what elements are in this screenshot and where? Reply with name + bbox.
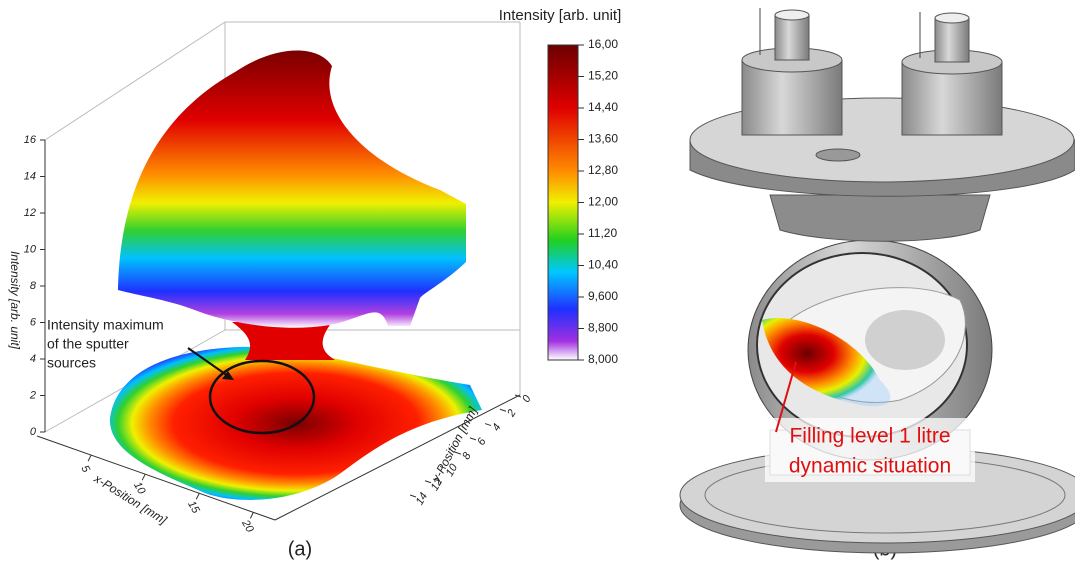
x-tick — [250, 512, 253, 518]
colorbar-tick-label: 16,00 — [588, 37, 618, 51]
y-tick-label: 14 — [414, 491, 431, 508]
z-tick-label: 2 — [29, 389, 36, 401]
annotation-line: Intensity maximum — [47, 317, 164, 333]
colorbar-tick-label: 8,800 — [588, 321, 618, 335]
x-tick — [88, 455, 91, 461]
annotation-line: dynamic situation — [789, 455, 951, 478]
y-tick-label: 6 — [475, 435, 489, 447]
caption-a: (a) — [288, 538, 312, 560]
colorbar-tick-label: 12,00 — [588, 195, 618, 209]
z-tick-label: 6 — [30, 316, 37, 328]
colorbar-tick-label: 10,40 — [588, 258, 618, 272]
x-tick — [196, 493, 199, 499]
colorbar-tick-label: 13,60 — [588, 132, 618, 146]
annotation-line: Filling level 1 litre — [789, 425, 950, 448]
intensity-surface — [118, 51, 466, 328]
page: Intensity maximum of the sputter sources I… — [0, 0, 1075, 574]
y-tick — [500, 409, 506, 411]
x-tick-label: 15 — [185, 499, 202, 516]
z-tick-label: 10 — [24, 243, 37, 255]
colorbar-tick-label: 12,80 — [588, 163, 618, 177]
z-tick-label: 8 — [30, 280, 37, 292]
x-axis-label: x-Position [mm] — [91, 471, 170, 528]
y-tick — [470, 438, 476, 440]
figure: Intensity maximum of the sputter sources I… — [0, 0, 1075, 574]
y-tick — [425, 481, 431, 483]
z-tick-label: 4 — [30, 353, 36, 365]
y-tick-label: 4 — [490, 422, 503, 433]
annotation-a: Intensity maximum of the sputter sources — [47, 317, 164, 371]
colorbar-tick-label: 9,600 — [588, 289, 618, 303]
z-tick-label: 16 — [24, 134, 37, 146]
y-tick-label: 0 — [520, 393, 534, 405]
colorbar-tick-label: 14,40 — [588, 100, 618, 114]
x-tick-label: 5 — [78, 463, 92, 475]
y-tick — [485, 424, 491, 426]
colorbar-tick-label: 11,20 — [588, 226, 617, 240]
y-tick-label: 8 — [460, 450, 474, 462]
x-tick-label: 20 — [239, 517, 256, 535]
x-tick — [142, 474, 145, 480]
colorbar-tick-label: 8,000 — [588, 352, 618, 366]
z-tick-label: 0 — [30, 426, 37, 438]
colorbar-tick-label: 15,20 — [588, 69, 618, 83]
z-tick-label: 12 — [24, 207, 36, 219]
y-tick — [410, 495, 416, 497]
z-axis-label: Intensity [arb. unit] — [8, 251, 22, 350]
annotation-line: of the sputter — [47, 336, 129, 352]
annotation-line: sources — [47, 355, 96, 371]
y-tick-label: 2 — [505, 408, 519, 420]
colorbar-title: Intensity [arb. unit] — [499, 7, 622, 24]
colorbar — [548, 45, 578, 360]
z-tick-label: 14 — [24, 170, 36, 182]
